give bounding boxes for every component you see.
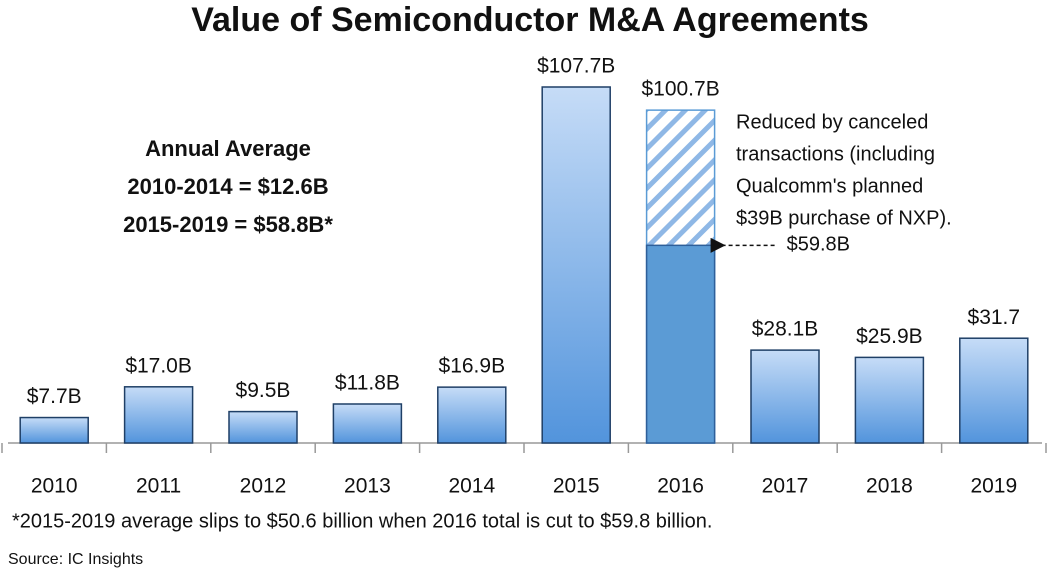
bar-reduced [645, 244, 716, 444]
value-label: $28.1B [752, 318, 819, 341]
value-label: $7.7B [27, 385, 82, 408]
x-tick-label: 2019 [970, 475, 1017, 498]
x-tick-label: 2011 [136, 475, 181, 498]
bar [854, 356, 925, 444]
value-label: $100.7B [641, 78, 719, 101]
bar [332, 403, 403, 444]
x-tick-label: 2014 [448, 475, 495, 498]
chart-title: Value of Semiconductor M&A Agreements [191, 1, 869, 39]
value-label: $16.9B [439, 355, 506, 378]
x-tick-label: 2010 [31, 475, 78, 498]
value-label: $107.7B [537, 55, 615, 78]
bar [541, 86, 611, 444]
reduced-label: $59.8B [787, 234, 850, 256]
footnote: *2015-2019 average slips to $50.6 billio… [12, 510, 712, 532]
bar [228, 410, 298, 444]
x-tick-label: 2016 [657, 475, 704, 498]
x-tick-label: 2013 [344, 475, 391, 498]
bar [123, 386, 194, 444]
bar [959, 337, 1029, 444]
bar [437, 386, 507, 444]
average-note: 2010-2014 = $12.6B [127, 174, 328, 199]
bar [19, 416, 89, 444]
x-tick-label: 2015 [553, 475, 600, 498]
x-tick-label: 2012 [240, 475, 287, 498]
reduction-note: $39B purchase of NXP). [736, 207, 952, 229]
reduction-note: transactions (including [736, 143, 935, 165]
average-note: Annual Average [145, 136, 311, 161]
value-label: $9.5B [236, 379, 291, 402]
value-label: $11.8B [335, 372, 400, 395]
reduction-note: Reduced by canceled [736, 111, 928, 133]
average-note: 2015-2019 = $58.8B* [123, 212, 333, 237]
value-label: $25.9B [856, 325, 923, 348]
bar [750, 349, 820, 444]
x-tick-label: 2018 [866, 475, 913, 498]
value-label: $31.7 [968, 306, 1021, 329]
value-label: $17.0B [125, 354, 192, 377]
source: Source: IC Insights [8, 551, 143, 568]
reduction-note: Qualcomm's planned [736, 175, 923, 197]
x-tick-label: 2017 [762, 475, 809, 498]
